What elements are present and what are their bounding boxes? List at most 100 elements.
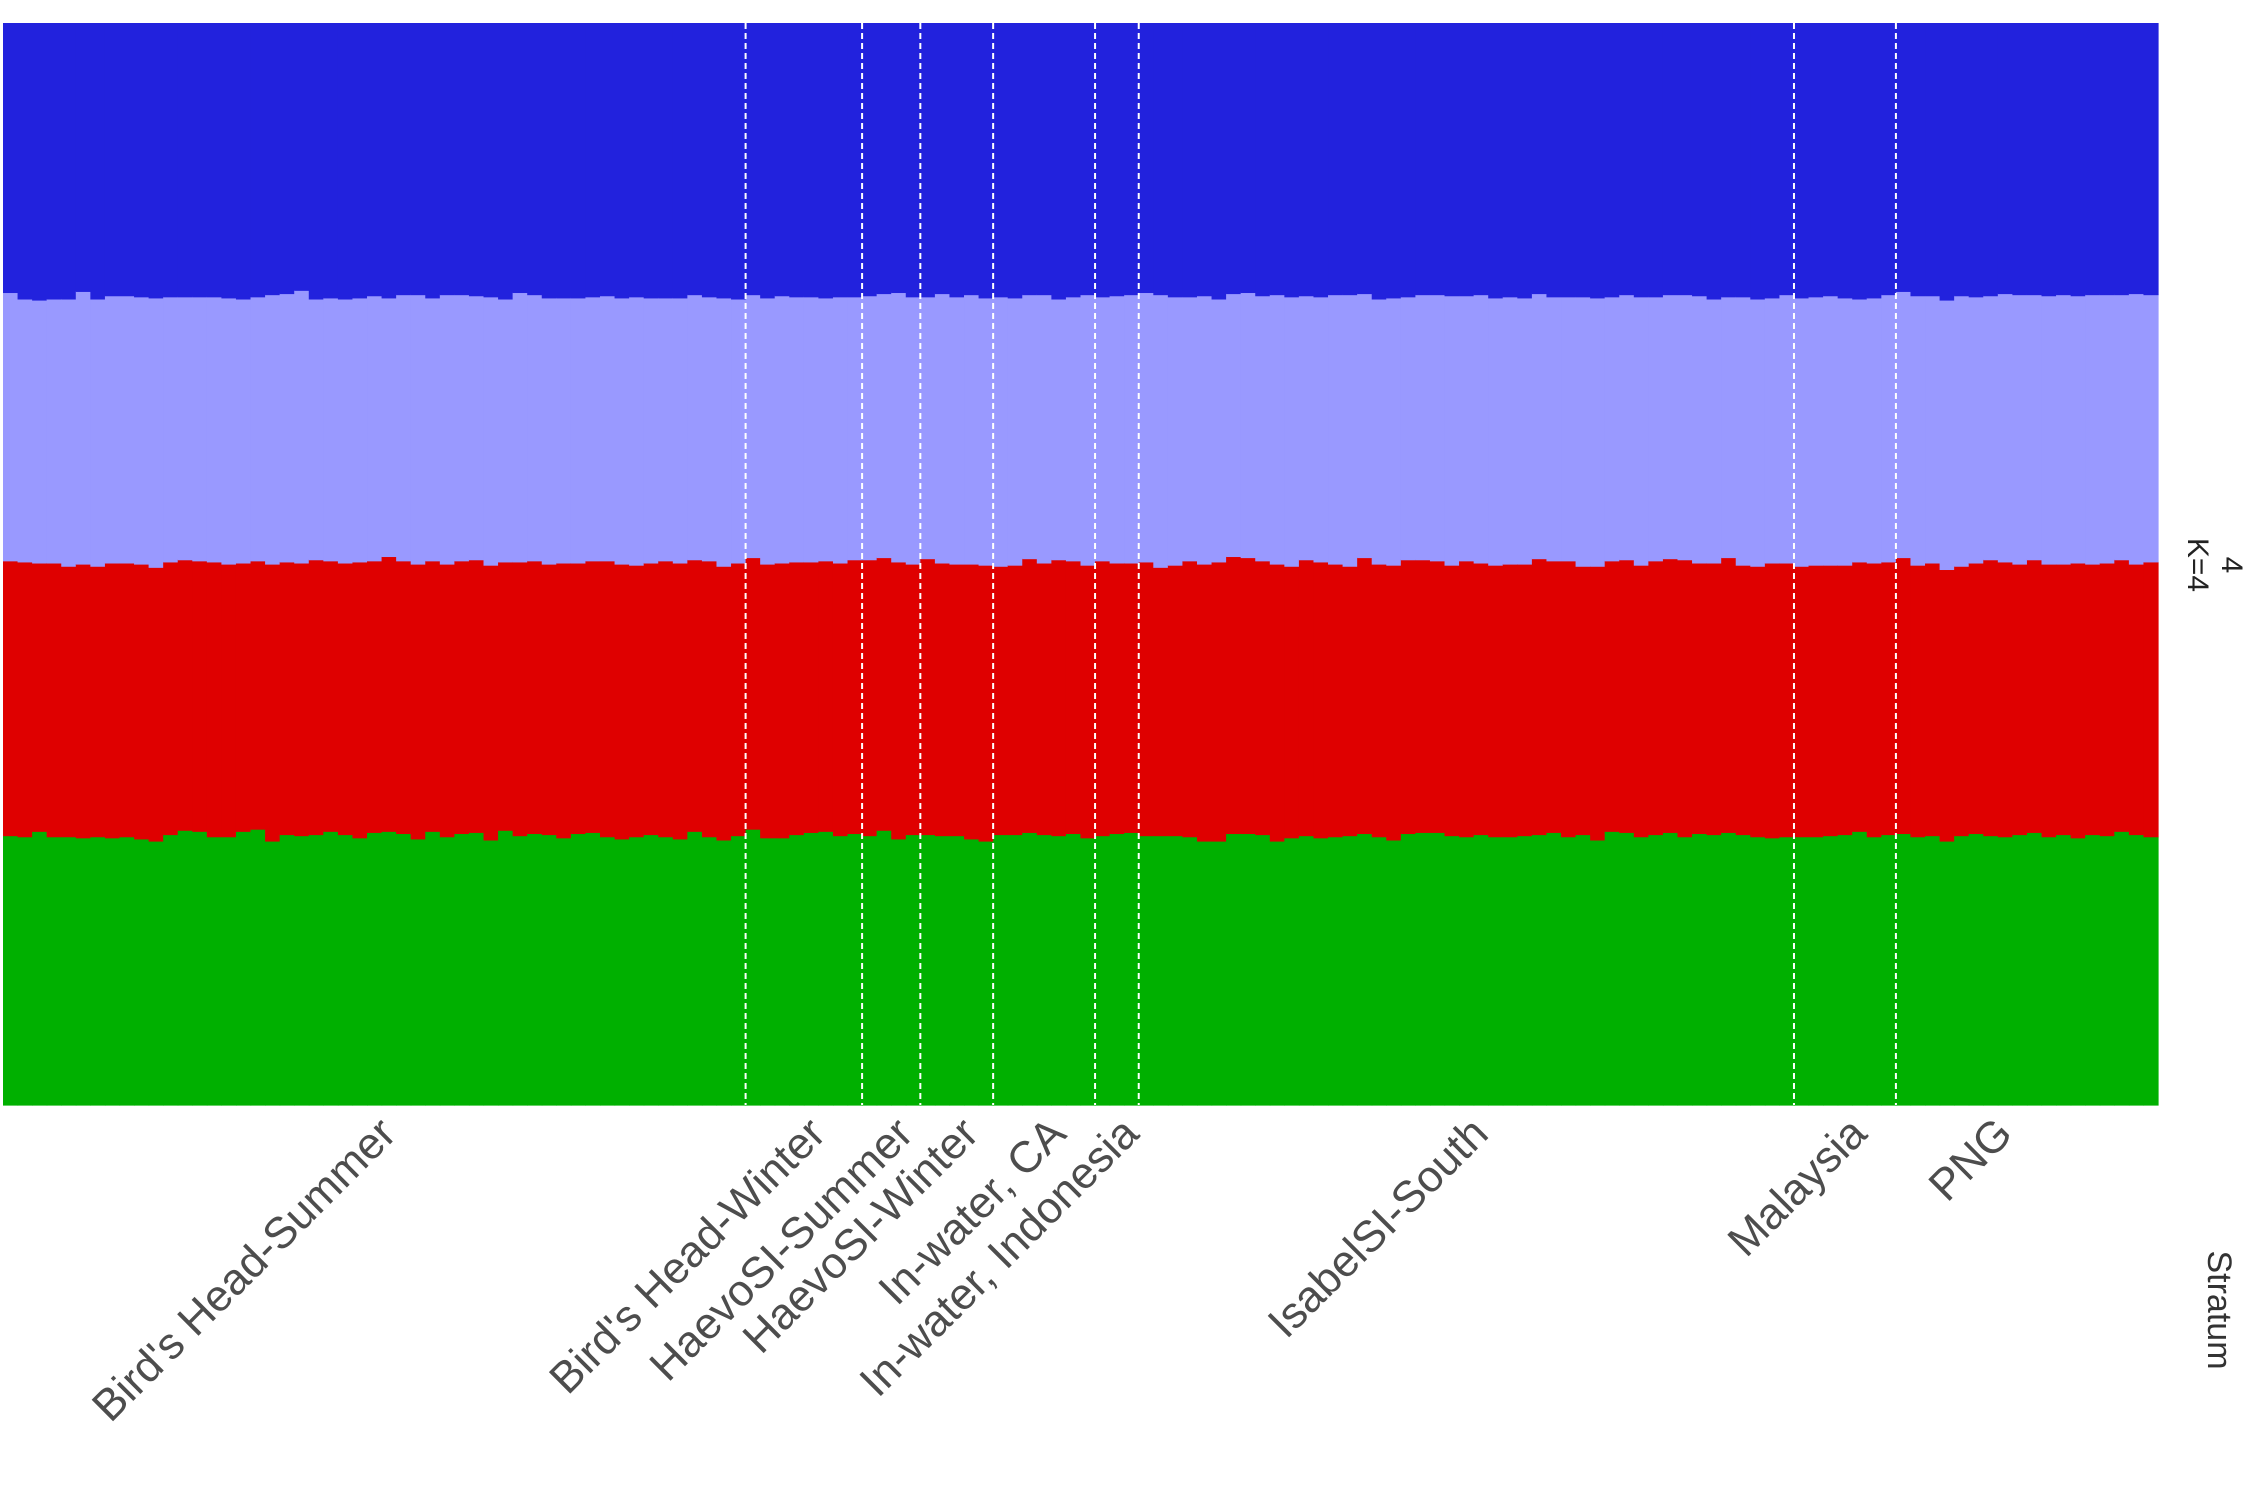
bar-segment [832,23,849,298]
bar-segment [1080,565,1096,839]
bar-segment [352,837,368,1106]
bar-segment [760,23,776,299]
bar-segment [337,562,354,836]
bar-segment [1575,834,1591,1106]
bar-segment [1386,297,1402,566]
bar-segment [1051,23,1067,300]
bar-segment [1968,833,1984,1106]
bar-segment [1371,836,1387,1106]
bar-segment [1983,559,1999,837]
bar-segment [803,832,819,1106]
bar-segment [1881,23,1897,296]
bar-segment [1415,832,1431,1106]
bar-segment [556,23,572,299]
bar-segment [1109,295,1125,564]
bar-segment [337,298,354,564]
bar-segment [745,294,761,559]
bar-segment [1240,833,1256,1106]
bar-segment [1124,562,1140,833]
bar-segment [381,297,397,558]
bar-segment [1852,561,1868,832]
bar-segment [396,294,412,562]
bar-segment [891,23,907,294]
bar-segment [1575,296,1591,567]
bar-segment [250,23,266,298]
bar-segment [1095,835,1111,1106]
bar-segment [454,23,470,296]
bar-segment [1910,565,1926,838]
bar-segment [3,292,19,562]
bar-segment [1415,559,1431,833]
bar-segment [1182,836,1198,1106]
bar-segment [599,836,616,1106]
bar-segment [789,23,805,298]
bar-segment [279,23,295,295]
bar-segment [410,838,426,1106]
bar-segment [367,295,383,562]
bar-segment [2099,562,2115,837]
bar-segment [789,561,805,836]
bar-segment [1211,561,1227,842]
bar-segment [235,562,252,832]
bar-segment [250,829,266,1106]
bar-segment [1895,833,1912,1106]
bar-segment [61,566,77,838]
bar-segment [2143,561,2159,838]
bar-segment [2012,834,2028,1106]
bar-segment [1910,836,1926,1106]
bar-segment [1779,294,1795,564]
bar-segment [876,557,892,831]
bar-segment [1196,564,1213,842]
bar-segment [1735,23,1751,298]
bar-segment [1051,298,1067,561]
bar-segment [2085,23,2101,296]
bar-segment [1153,294,1169,568]
bar-segment [46,836,62,1106]
bar-segment [1371,298,1387,565]
bar-segment [279,561,295,836]
bar-segment [439,836,455,1106]
bar-segment [818,297,834,562]
bar-segment [17,23,33,300]
bar-segment [1546,560,1562,833]
bar-segment [920,834,936,1106]
bar-segment [1022,294,1038,560]
bar-segment [760,564,776,839]
bar-segment [1633,565,1649,838]
bar-segment [1677,836,1693,1106]
bar-segment [774,837,790,1106]
bar-segment [1968,562,1984,835]
bar-segment [1750,836,1766,1106]
bar-segment [1706,562,1722,836]
bar-segment [1997,561,2013,838]
bar-segment [716,839,732,1106]
bar-segment [1823,835,1839,1106]
bar-segment [687,831,703,1106]
bar-segment [410,294,426,565]
bar-segment [643,562,659,836]
bar-segment [527,23,543,296]
bar-segment [1226,293,1242,558]
bar-segment [1182,23,1198,298]
bar-segment [1444,295,1460,566]
bar-segment [425,23,441,299]
bar-segment [803,23,819,298]
bar-segment [1240,292,1256,559]
bar-segment [1036,834,1052,1106]
bar-segment [308,23,324,300]
bar-segment [1371,564,1387,838]
bar-segment [774,295,790,564]
bar-segment [701,560,718,838]
bar-segment [1881,834,1897,1106]
bar-segment [993,23,1009,298]
bar-segment [1429,832,1446,1106]
bar-segment [949,23,965,298]
bar-segment [148,23,164,299]
bar-segment [323,560,339,832]
group-labels: Bird's Head-Summer Bird's Head-WinterHaev… [83,1108,2022,1431]
bar-segment [920,558,936,836]
bar-segment [468,23,485,297]
bar-segment [541,564,557,836]
bar-segment [1444,23,1460,297]
bar-segment [1954,835,1970,1106]
